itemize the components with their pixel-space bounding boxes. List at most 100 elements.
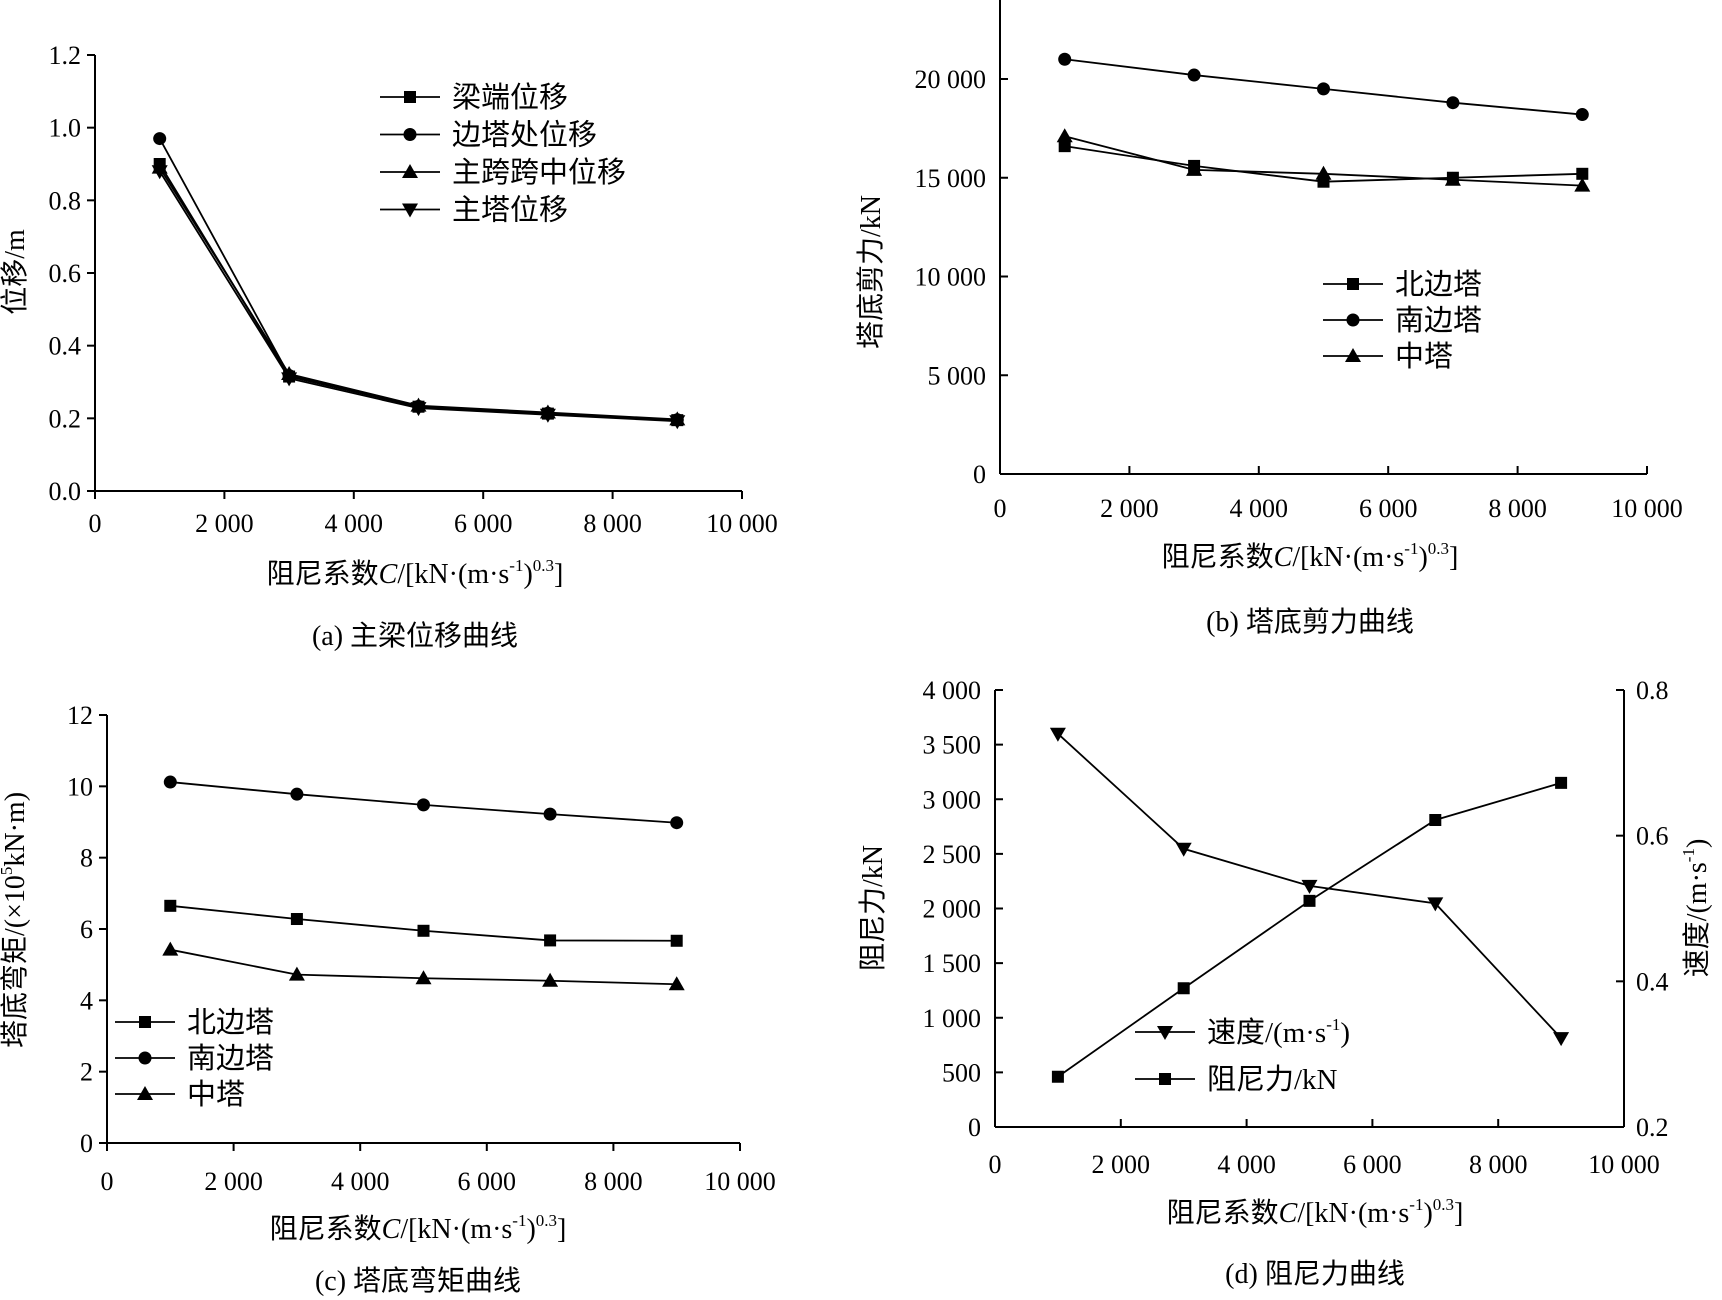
legend-label: 南边塔 — [187, 1042, 274, 1075]
x-axis-label-sup: 0.3 — [533, 556, 554, 575]
y2-axis-label-end: ) — [1682, 839, 1713, 848]
x-tick-label: 10 000 — [706, 509, 778, 538]
y-tick-label: 1.2 — [49, 41, 82, 70]
chart-caption: (d) 阻尼力曲线 — [1225, 1258, 1405, 1290]
x-axis-label-text: 阻尼系数 — [270, 1213, 382, 1245]
data-point — [410, 402, 427, 417]
x-axis-label-sup: 0.3 — [536, 1211, 557, 1230]
data-point — [1429, 814, 1442, 827]
legend-entry: 南边塔 — [115, 1042, 274, 1075]
legend-label: 北边塔 — [1395, 268, 1482, 301]
y-tick-label: 1 000 — [923, 1004, 982, 1033]
x-tick-label: 2 000 — [204, 1167, 263, 1196]
data-point — [1427, 897, 1444, 912]
y-tick-label: 0.0 — [49, 477, 82, 506]
x-axis-label-sup: -1 — [1409, 1195, 1423, 1214]
legend-label: 中塔 — [187, 1078, 245, 1111]
legend-marker — [1347, 278, 1359, 290]
legend-label: 阻尼力/kN — [1207, 1063, 1338, 1096]
legend-marker — [1346, 313, 1360, 327]
data-point — [1303, 894, 1316, 907]
data-point — [544, 934, 557, 947]
data-point — [539, 408, 556, 423]
y2-axis-label: 速度/(m·s-1) — [1679, 839, 1713, 978]
data-point — [163, 775, 177, 789]
x-axis-label-sup: 0.3 — [1433, 1195, 1454, 1214]
x-axis-label-mid: ) — [1418, 542, 1427, 573]
series-0 — [1049, 727, 1570, 1047]
x-axis-label-mid: ) — [526, 1214, 535, 1245]
x-tick-label: 8 000 — [1488, 494, 1547, 523]
legend-marker — [139, 1016, 151, 1028]
y2-tick-label: 0.8 — [1636, 676, 1669, 705]
series-line — [158, 167, 678, 421]
data-point — [290, 787, 304, 801]
data-point — [1575, 108, 1589, 122]
x-axis-label-text: 阻尼系数 — [1162, 541, 1274, 573]
series-3 — [151, 165, 686, 430]
x-axis-label-end: ] — [1449, 542, 1458, 573]
y-axis-label: 塔底剪力/kN — [855, 195, 887, 349]
data-point — [1576, 167, 1589, 180]
chart-caption: (a) 主梁位移曲线 — [312, 620, 518, 652]
y2-axis-label-text: 速度/(m·s — [1681, 862, 1713, 977]
y-tick-label: 6 — [80, 915, 93, 944]
data-point — [1186, 161, 1203, 176]
series-2 — [1056, 128, 1591, 192]
x-tick-label: 0 — [101, 1167, 114, 1196]
data-point — [1301, 879, 1318, 894]
legend-marker — [402, 203, 418, 218]
legend-label: 边塔处位移 — [452, 119, 597, 152]
data-point — [670, 934, 683, 947]
legend-label-sup: -1 — [1326, 1015, 1340, 1034]
x-tick-label: 6 000 — [1359, 494, 1418, 523]
x-tick-label: 10 000 — [1588, 1150, 1660, 1179]
legend-label: 梁端位移 — [452, 81, 568, 114]
legend-entry: 阻尼力/kN — [1135, 1063, 1338, 1096]
data-point — [1315, 165, 1332, 180]
legend-entry: 边塔处位移 — [380, 119, 597, 152]
y-tick-label: 500 — [942, 1058, 981, 1087]
x-tick-label: 4 000 — [1230, 494, 1289, 523]
x-axis-label-unit: /[kN·(m·s — [1297, 1198, 1409, 1229]
x-tick-label: 2 000 — [1092, 1150, 1151, 1179]
y-tick-label: 20 000 — [915, 65, 987, 94]
chart-d: 0 2 000 4 000 6 000 8 000 10 000 0 500 1 000 1 50… — [857, 676, 1713, 1290]
data-point — [1175, 842, 1192, 857]
x-tick-label: 4 000 — [1217, 1150, 1276, 1179]
y-tick-label: 0 — [973, 460, 986, 489]
x-axis-label-mid: ) — [1423, 1198, 1432, 1229]
series-2 — [151, 159, 686, 426]
x-axis-label-sup: -1 — [509, 556, 523, 575]
data-point — [1049, 727, 1066, 742]
legend-marker — [402, 164, 418, 178]
chart-caption: (c) 塔底弯矩曲线 — [315, 1265, 521, 1297]
x-tick-label: 4 000 — [331, 1167, 390, 1196]
y-tick-label: 2 — [80, 1058, 93, 1087]
x-axis-label-end: ] — [1454, 1198, 1463, 1229]
data-point — [669, 415, 686, 430]
data-point — [1056, 128, 1073, 143]
data-point — [153, 132, 167, 146]
legend-marker — [404, 91, 416, 103]
data-point — [1446, 96, 1460, 110]
x-axis-label-sup: -1 — [1404, 539, 1418, 558]
data-point — [670, 816, 684, 830]
y-tick-label: 1 500 — [923, 949, 982, 978]
series-0 — [1058, 140, 1589, 188]
data-point — [1317, 82, 1330, 96]
x-axis-label-text: 阻尼系数 — [1167, 1197, 1279, 1229]
x-axis-label-mid: ) — [523, 559, 532, 590]
y-tick-label: 0.2 — [49, 404, 82, 433]
chart-c: 0 2 000 4 000 6 000 8 000 10 000 0 2 4 6 8 10 12 塔底弯矩… — [0, 701, 776, 1297]
legend-label-end: ) — [1340, 1017, 1350, 1049]
legend-label: 南边塔 — [1395, 304, 1482, 337]
legend-marker — [137, 1086, 153, 1100]
legend-marker — [1159, 1073, 1171, 1085]
x-axis-label-text: 阻尼系数 — [267, 558, 379, 590]
data-point — [415, 970, 432, 985]
y-tick-label: 3 500 — [923, 731, 982, 760]
y-tick-label: 8 — [80, 844, 93, 873]
legend-entry: 北边塔 — [115, 1006, 274, 1039]
